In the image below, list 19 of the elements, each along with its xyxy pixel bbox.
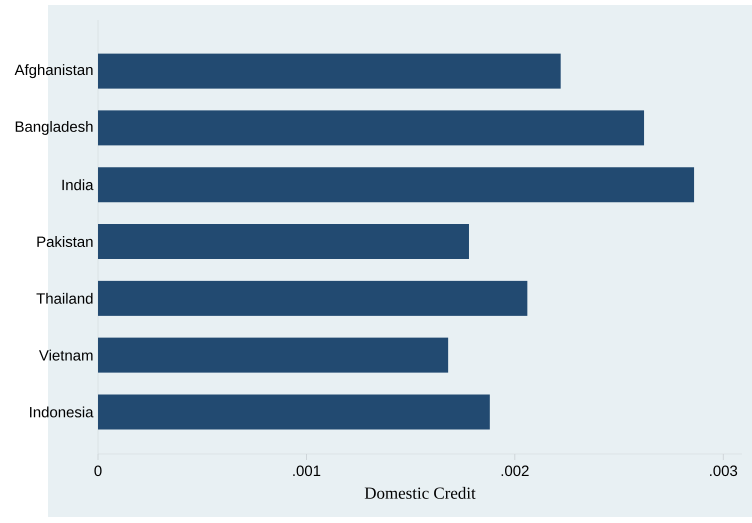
x-tick-label: 0	[94, 466, 102, 476]
y-tick-label: Indonesia	[30, 406, 94, 418]
y-tick-label: Pakistan	[37, 236, 93, 248]
bar	[98, 224, 469, 260]
y-tick-label: Afghanistan	[14, 64, 93, 78]
bar	[98, 167, 694, 202]
x-tick-label: .003	[710, 466, 738, 476]
x-tick-label: .002	[502, 466, 529, 476]
bar	[98, 394, 490, 430]
y-tick-label: Thailand	[36, 292, 93, 304]
y-tick-label: Bangladesh	[16, 120, 93, 135]
x-axis-title: Domestic Credit	[364, 486, 476, 499]
bar	[98, 280, 528, 316]
x-tick-label: .001	[293, 466, 320, 476]
bar	[98, 54, 561, 89]
y-tick-label: India	[62, 179, 94, 190]
bar	[98, 110, 644, 146]
bar	[98, 338, 448, 373]
y-tick-label: Vietnam	[39, 350, 92, 361]
